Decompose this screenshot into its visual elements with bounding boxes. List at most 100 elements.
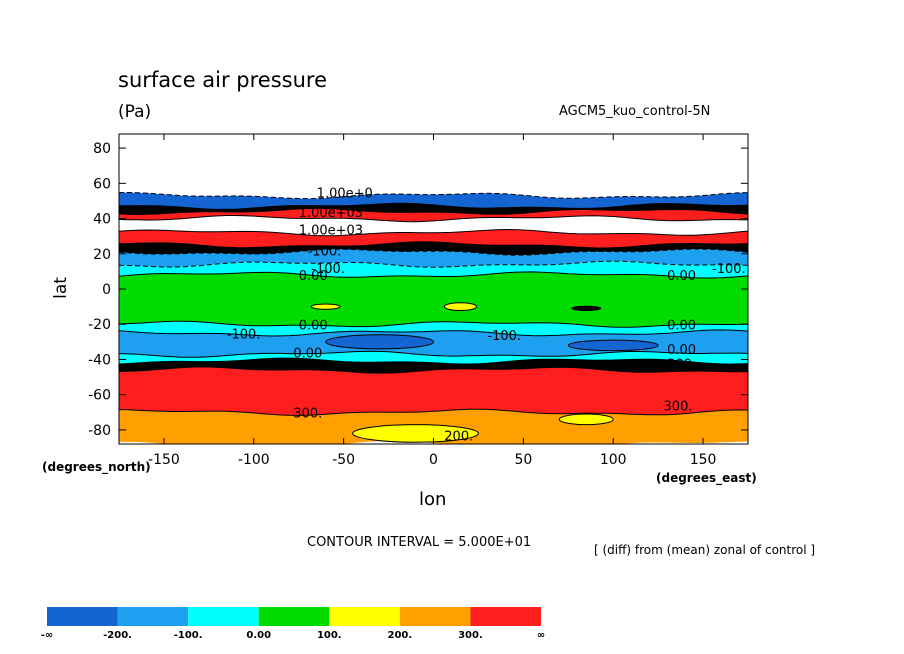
contour-label: -100. (487, 329, 521, 344)
diff-note: [ (diff) from (mean) zonal of control ] (594, 543, 816, 557)
contour-label: 0.00 (299, 319, 328, 334)
contour-band (119, 192, 748, 210)
y-unit-note: (degrees_north) (42, 460, 151, 474)
contour-label: 300. (664, 400, 693, 415)
y-tick-label: 80 (93, 141, 111, 157)
contour-label-layer: 1.00e+01.00e+031.00e+03-100.-100.0.00 -10… (227, 186, 746, 444)
contour-band (119, 208, 748, 222)
colorbar-swatch (399, 607, 471, 626)
contour-fill-layer (119, 134, 748, 444)
x-tick-label: 150 (690, 452, 717, 468)
x-unit-note: (degrees_east) (656, 471, 757, 485)
x-axis-label: lon (419, 489, 447, 510)
y-axis-ticks: 80 60 40 20 0 -20 -40 -60 -80 (88, 141, 748, 439)
colorbar-label: 300. (458, 630, 483, 641)
contour-label: 0.00 (299, 269, 328, 284)
units-label: (Pa) (118, 102, 152, 122)
y-tick-label: -80 (88, 423, 111, 439)
contour-band (119, 203, 748, 215)
colorbar-label: -100. (174, 630, 203, 641)
contour-blob (352, 424, 479, 443)
contour-label: 0.00 (293, 347, 322, 362)
y-tick-label: -20 (88, 317, 111, 333)
contour-line (119, 366, 748, 374)
contour-label: 300. (667, 357, 696, 372)
chart-title: surface air pressure (118, 68, 328, 92)
contour-label: 0.00 (667, 343, 696, 358)
colorbar-label: 0.00 (246, 630, 271, 641)
x-tick-label: -150 (148, 452, 180, 468)
x-tick-label: -50 (332, 452, 355, 468)
colorbar-swatch (470, 607, 541, 626)
contour-line (119, 215, 748, 223)
x-tick-label: 100 (600, 452, 627, 468)
contour-blob (325, 334, 435, 350)
colorbar-swatch (258, 607, 330, 626)
y-axis-label: lat (50, 277, 71, 299)
x-axis-ticks: -150 -100 -50 0 50 100 150 (148, 134, 716, 468)
contour-line-layer (119, 191, 748, 416)
contour-label: 300. (293, 407, 322, 422)
contour-line (119, 320, 748, 328)
contour-label: -100. (227, 327, 261, 342)
contour-label: 300. (293, 359, 322, 374)
contour-line (119, 191, 748, 200)
contour-label: 0.00 (667, 269, 696, 284)
contour-line (119, 260, 748, 268)
contour-band (119, 358, 748, 374)
contour-band (119, 271, 748, 328)
contour-label: 200. (444, 429, 473, 444)
colorbar-swatch (188, 607, 259, 626)
colorbar-label: -200. (103, 630, 132, 641)
contour-label: -100. (308, 245, 342, 260)
contour-label: 0.00 (667, 319, 696, 334)
contour-line (119, 202, 748, 210)
contour-line (119, 241, 748, 249)
colorbar-swatch (47, 607, 118, 626)
contour-label: 1.00e+03 (299, 206, 363, 221)
contour-label: 1.00e+0 (317, 186, 373, 201)
contour-band (119, 215, 748, 236)
colorbar-swatch (329, 607, 400, 626)
colorbar-swatch (117, 607, 189, 626)
contour-band (119, 366, 748, 416)
y-tick-label: 20 (93, 247, 111, 263)
contour-blob (310, 303, 341, 310)
y-tick-label: 0 (102, 282, 111, 298)
contour-band (119, 321, 748, 336)
contour-line (119, 329, 748, 337)
y-tick-label: 40 (93, 212, 111, 228)
contour-label: 1.00e+03 (299, 223, 363, 238)
contour-blob (571, 305, 602, 311)
contour-blob (558, 413, 614, 426)
contour-line (119, 357, 748, 365)
x-tick-label: 50 (514, 452, 532, 468)
y-tick-label: -40 (88, 352, 111, 368)
y-tick-label: 60 (93, 176, 111, 192)
colorbar-label: 200. (388, 630, 413, 641)
dataset-label: AGCM5_kuo_control-5N (559, 104, 711, 119)
y-tick-label: -60 (88, 388, 111, 404)
contour-band (119, 249, 748, 268)
colorbar: -∞ -200. -100. 0.00 100. 200. 300. ∞ (41, 607, 545, 641)
colorbar-label: -∞ (41, 630, 53, 641)
contour-band (119, 261, 748, 278)
contour-line (119, 228, 748, 237)
contour-line (119, 408, 748, 416)
x-tick-label: 0 (429, 452, 438, 468)
colorbar-label: ∞ (537, 630, 545, 641)
contour-blob (443, 302, 478, 311)
contour-label: -100. (311, 262, 345, 277)
contour-blob (567, 339, 659, 352)
contour-line (119, 350, 748, 358)
contour-interval-text: CONTOUR INTERVAL = 5.000E+01 (307, 535, 532, 550)
contour-label: -100. (712, 262, 746, 277)
contour-line (119, 271, 748, 279)
x-tick-label: -100 (238, 452, 270, 468)
contour-band (119, 134, 748, 199)
contour-line (119, 248, 748, 256)
colorbar-label: 100. (317, 630, 342, 641)
contour-line (119, 207, 748, 216)
contour-band (119, 241, 748, 256)
